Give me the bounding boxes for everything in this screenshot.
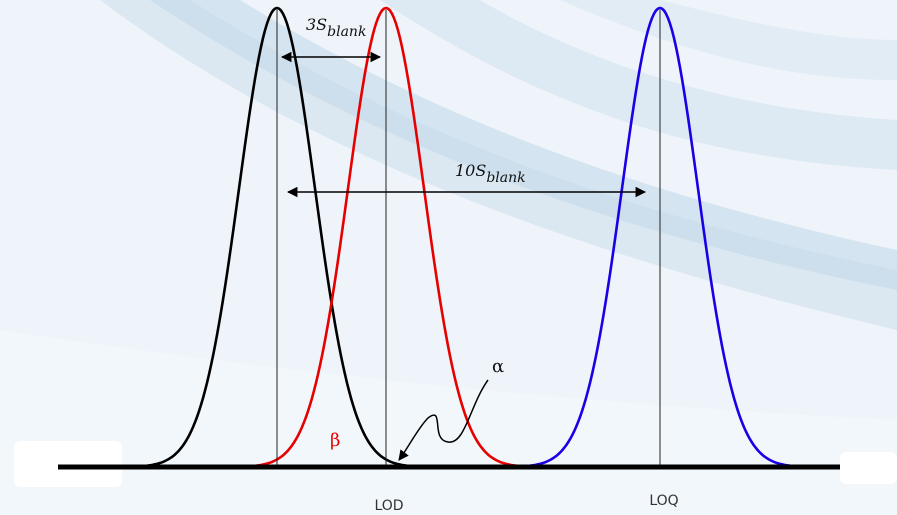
left-baseline-box bbox=[14, 441, 122, 487]
right-baseline-box bbox=[840, 452, 897, 484]
alpha-label: α bbox=[492, 356, 504, 377]
lod-distribution-curve bbox=[234, 6, 538, 469]
ten-s-blank-label: 10Sblank bbox=[455, 161, 526, 186]
blank-distribution-curve bbox=[125, 6, 429, 469]
three-s-blank-label: 3Sblank bbox=[306, 15, 366, 40]
lod-axis-label: LOD bbox=[374, 498, 403, 514]
beta-label: β bbox=[330, 430, 340, 451]
loq-axis-label: LOQ bbox=[649, 493, 678, 509]
alpha-pointer-arrow bbox=[398, 379, 489, 461]
loq-distribution-curve bbox=[508, 6, 812, 469]
